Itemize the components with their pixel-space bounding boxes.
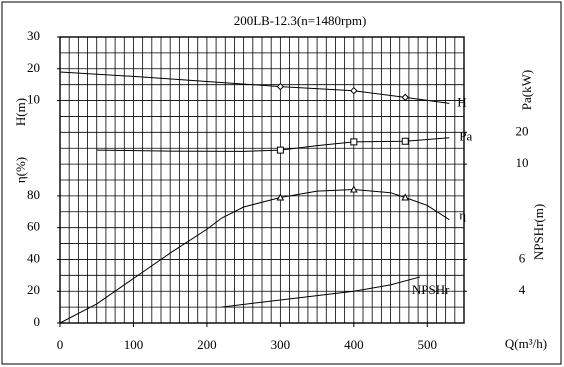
series-label: Pa	[459, 129, 472, 144]
y-axis-label: η(%)	[13, 157, 28, 183]
x-tick-label: 100	[124, 337, 144, 352]
x-tick-label: 400	[344, 337, 364, 352]
y-axis-label: Pa(kW)	[519, 70, 534, 110]
y-tick-label: 40	[27, 250, 40, 265]
series-line	[59, 189, 450, 324]
x-tick-label: 200	[197, 337, 217, 352]
y-tick-label: 10	[516, 155, 529, 170]
y-axis-label: NPSHr(m)	[531, 204, 546, 260]
plot-border	[59, 36, 465, 324]
y-tick-label: 6	[519, 250, 526, 265]
point-marker	[349, 185, 358, 193]
x-axis-label: Q(m³/h)	[505, 336, 547, 351]
point-marker	[276, 146, 284, 154]
y-tick-label: 20	[27, 60, 40, 75]
y-tick-label: 10	[27, 92, 40, 107]
point-marker	[401, 193, 410, 201]
point-marker	[276, 193, 285, 201]
point-marker	[276, 82, 285, 91]
point-marker	[350, 86, 358, 95]
y-axis-label: H(m)	[13, 98, 28, 126]
series-label: NPSHr	[412, 282, 450, 297]
series-label: H	[457, 94, 466, 109]
point-marker	[401, 137, 409, 145]
x-tick-label: 0	[57, 337, 64, 352]
y-tick-label: 60	[27, 219, 40, 234]
series-line	[96, 137, 450, 152]
point-marker	[350, 138, 358, 146]
y-tick-label: 4	[519, 282, 526, 297]
y-tick-label: 30	[27, 28, 40, 43]
series-line	[221, 276, 421, 308]
x-tick-label: 500	[418, 337, 438, 352]
y-tick-label: 0	[34, 314, 41, 329]
x-tick-label: 300	[271, 337, 291, 352]
y-tick-label: 20	[516, 123, 529, 138]
y-tick-label: 20	[27, 282, 40, 297]
series-label: η	[459, 208, 466, 223]
y-tick-label: 80	[27, 187, 40, 202]
chart-title: 200LB-12.3(n=1480rpm)	[234, 13, 367, 28]
point-marker	[401, 93, 409, 102]
